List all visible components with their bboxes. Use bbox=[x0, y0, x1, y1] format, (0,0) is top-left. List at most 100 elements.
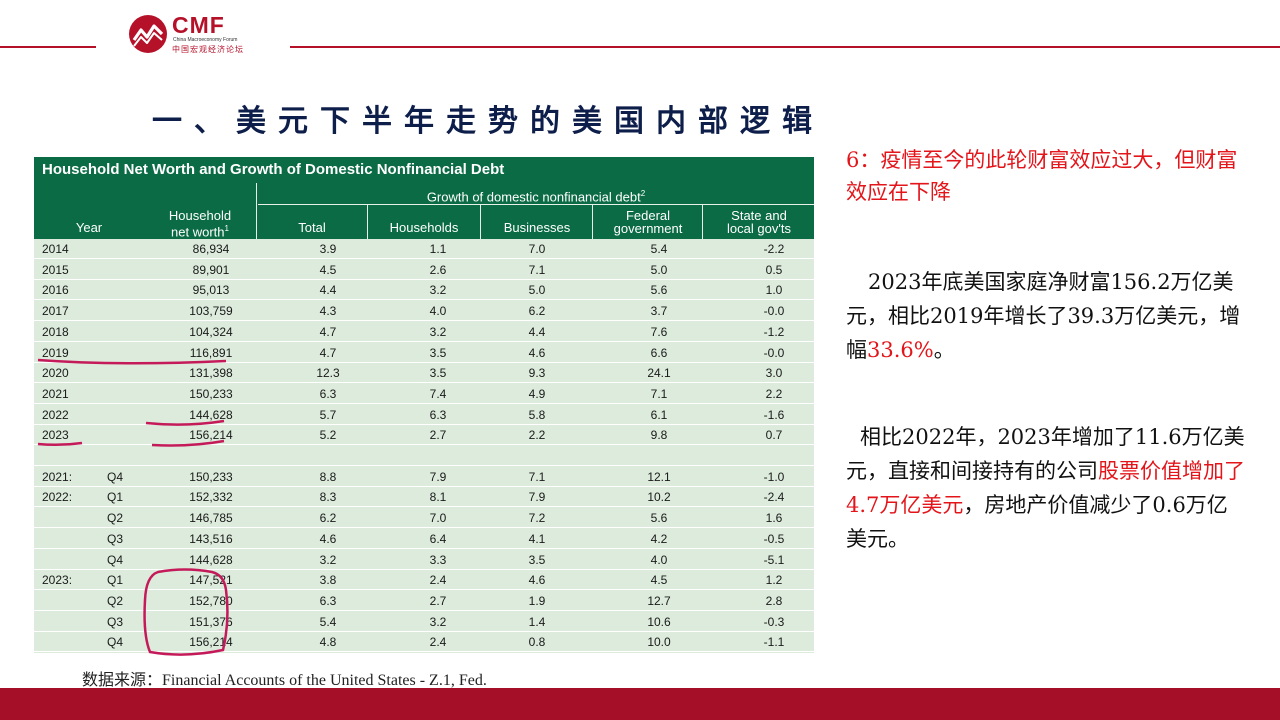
cell-h: 1.1 bbox=[429, 242, 447, 256]
cell-nw: 147,521 bbox=[189, 573, 233, 588]
net-worth-table: Household Net Worth and Growth of Domest… bbox=[34, 157, 814, 653]
cell-q bbox=[102, 322, 128, 342]
cell-year: 2019 bbox=[42, 345, 69, 360]
cell-s: 1.0 bbox=[765, 283, 783, 298]
header-total: Total bbox=[298, 220, 326, 235]
cell-s: -0.0 bbox=[763, 304, 785, 319]
cell-f: 4.0 bbox=[650, 552, 668, 567]
cell-q: Q2 bbox=[106, 593, 123, 608]
header-federal-line2: government bbox=[613, 221, 683, 236]
cell-t: 6.3 bbox=[319, 593, 337, 608]
cell-b: 7.9 bbox=[528, 490, 546, 505]
cell-q bbox=[102, 405, 128, 425]
table-row: Q2 146,785 6.2 7.0 7.2 5.6 1.6 bbox=[34, 508, 814, 529]
table-row: 2023 156,214 5.2 2.7 2.2 9.8 0.7 bbox=[34, 425, 814, 446]
cell-f: 5.6 bbox=[650, 283, 668, 298]
cell-b: 3.5 bbox=[528, 552, 546, 567]
cell-year: 2014 bbox=[42, 242, 69, 256]
cell-f: 12.7 bbox=[647, 593, 671, 608]
cell-year: 2021: bbox=[42, 469, 73, 484]
data-source: 数据来源：Financial Accounts of the United St… bbox=[82, 672, 487, 689]
cell-year: 2018 bbox=[42, 324, 69, 339]
cell-nw: 89,901 bbox=[192, 262, 230, 277]
cell-s: 1.2 bbox=[765, 573, 783, 588]
cell-s: -0.3 bbox=[763, 614, 785, 629]
cell-f: 5.0 bbox=[650, 262, 668, 277]
cell-f: 9.8 bbox=[650, 428, 668, 443]
cell-year bbox=[42, 446, 102, 466]
cell-s: -0.5 bbox=[763, 531, 785, 546]
cell-t: 5.7 bbox=[319, 407, 337, 422]
cell-f: 4.2 bbox=[650, 531, 668, 546]
header-vsep bbox=[367, 205, 368, 239]
cell-q bbox=[102, 301, 128, 321]
cell-s: -1.6 bbox=[763, 407, 785, 422]
header-vsep bbox=[480, 205, 481, 239]
cell-h: 2.7 bbox=[429, 593, 447, 608]
header-vsep bbox=[256, 183, 257, 239]
header-vsep bbox=[702, 205, 703, 239]
cell-f: 5.4 bbox=[650, 242, 668, 256]
header-state-line1: State and bbox=[731, 208, 787, 223]
cell-t: 4.6 bbox=[319, 531, 337, 546]
cell-t: 5.2 bbox=[319, 428, 337, 443]
cell-year bbox=[42, 612, 102, 632]
cmf-logo-mark-icon bbox=[129, 15, 167, 53]
table-row: 2019 116,891 4.7 3.5 4.6 6.6 -0.0 bbox=[34, 343, 814, 363]
cell-b: 6.2 bbox=[528, 304, 546, 319]
cell-s: 0.7 bbox=[765, 428, 783, 443]
brand-subtitle: China Macroeconomy Forum bbox=[173, 37, 238, 43]
cell-h: 3.2 bbox=[429, 324, 447, 339]
cell-t: 4.3 bbox=[319, 304, 337, 319]
cell-h: 3.3 bbox=[429, 552, 447, 567]
cell-q bbox=[102, 425, 128, 445]
cell-nw: 152,780 bbox=[189, 593, 233, 608]
table-row: Q4 144,628 3.2 3.3 3.5 4.0 -5.1 bbox=[34, 550, 814, 570]
cell-b: 5.0 bbox=[528, 283, 546, 298]
cell-f: 10.2 bbox=[647, 490, 671, 505]
cell-q: Q1 bbox=[106, 490, 123, 505]
cell-year: 2015 bbox=[42, 262, 69, 277]
header-networth-text: net worth bbox=[171, 224, 225, 240]
header-networth: Household net worth1 bbox=[150, 209, 250, 238]
table-row: 2016 95,013 4.4 3.2 5.0 5.6 1.0 bbox=[34, 280, 814, 301]
cell-nw: 143,516 bbox=[189, 531, 233, 546]
page-title: 一、美元下半年走势的美国内部逻辑 bbox=[152, 104, 824, 139]
cell-b: 7.1 bbox=[528, 469, 546, 484]
cell-f: 10.0 bbox=[647, 635, 671, 650]
cell-nw: 150,233 bbox=[189, 469, 233, 484]
header-federal-line1: Federal bbox=[625, 208, 671, 223]
table-row: 2021 150,233 6.3 7.4 4.9 7.1 2.2 bbox=[34, 384, 814, 404]
table-row: 2018 104,324 4.7 3.2 4.4 7.6 -1.2 bbox=[34, 322, 814, 342]
cell-f: 3.7 bbox=[650, 304, 668, 319]
cell-b bbox=[482, 446, 592, 466]
paragraph-networth-text: 2023年底美国家庭净财富156.2万亿美元，相比2019年增长了39.3万亿美… bbox=[846, 270, 1241, 362]
header-group-sup: 2 bbox=[640, 189, 646, 198]
top-rule-right bbox=[290, 46, 1280, 48]
cell-s: 1.6 bbox=[765, 511, 783, 526]
cell-year: 2016 bbox=[42, 283, 69, 298]
cell-nw: 156,214 bbox=[189, 428, 233, 443]
cell-h: 3.2 bbox=[429, 283, 447, 298]
table-row: 2020 131,398 12.3 3.5 9.3 24.1 3.0 bbox=[34, 363, 814, 384]
cell-q: Q3 bbox=[106, 531, 123, 546]
cell-q: Q4 bbox=[106, 469, 123, 484]
cell-q bbox=[102, 446, 128, 466]
cell-q bbox=[102, 384, 128, 404]
cell-t bbox=[286, 446, 370, 466]
cell-s: -2.2 bbox=[763, 242, 785, 256]
header-state: State and local gov'ts bbox=[704, 209, 814, 235]
cell-t: 4.5 bbox=[319, 262, 337, 277]
cell-t: 6.3 bbox=[319, 386, 337, 401]
table-title: Household Net Worth and Growth of Domest… bbox=[34, 157, 814, 183]
table-row: 2014 86,934 3.9 1.1 7.0 5.4 -2.2 bbox=[34, 239, 814, 259]
cell-b: 9.3 bbox=[528, 366, 546, 381]
table-row bbox=[34, 446, 814, 466]
cell-t: 5.4 bbox=[319, 614, 337, 629]
cell-t: 4.7 bbox=[319, 345, 337, 360]
cell-h: 7.0 bbox=[429, 511, 447, 526]
cell-h: 8.1 bbox=[429, 490, 447, 505]
cell-b: 5.8 bbox=[528, 407, 546, 422]
cell-year bbox=[42, 591, 102, 611]
cell-year: 2021 bbox=[42, 386, 69, 401]
